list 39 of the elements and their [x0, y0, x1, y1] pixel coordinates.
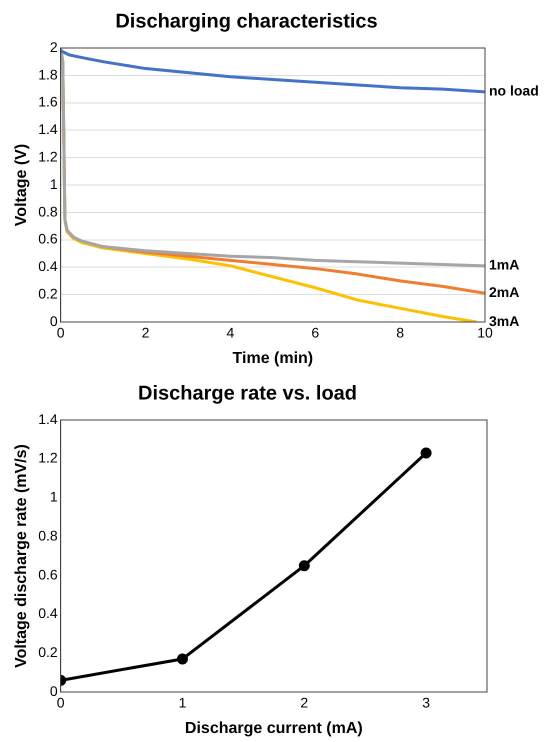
y-tick-label: 0 — [50, 312, 58, 329]
y-tick-label: 0.8 — [38, 527, 58, 544]
x-axis-title: Time (min) — [232, 350, 314, 367]
y-axis-title: Voltage (V) — [13, 144, 30, 226]
series-label: 2mA — [489, 284, 520, 300]
x-tick-label: 2 — [142, 324, 150, 340]
x-tick-label: 8 — [396, 324, 404, 340]
x-tick-label: 3 — [422, 694, 430, 710]
point — [298, 560, 310, 572]
chart-title: Discharging characteristics — [115, 10, 378, 33]
point — [420, 448, 432, 459]
y-tick-label: 1 — [50, 488, 58, 505]
y-tick-label: 1.4 — [38, 121, 58, 138]
y-tick-label: 0.2 — [38, 285, 58, 302]
y-axis-title: Voltage discharge rate (mV/s) — [13, 444, 30, 668]
chart-title: Discharge rate vs. load — [138, 382, 357, 405]
y-tick-label: 1.2 — [38, 148, 58, 164]
y-tick-label: 1.2 — [38, 450, 58, 466]
y-tick-label: 0.2 — [38, 644, 58, 660]
point — [176, 653, 188, 664]
x-tick-label: 4 — [226, 324, 234, 340]
y-tick-label: 0.8 — [38, 203, 58, 220]
x-tick-label: 2 — [300, 694, 308, 710]
y-tick-label: 0.4 — [38, 258, 58, 274]
y-tick-label: 0.6 — [38, 230, 58, 247]
y-tick-label: 1 — [50, 176, 58, 192]
y-tick-label: 1.4 — [38, 410, 58, 427]
y-tick-label: 0 — [50, 682, 58, 699]
x-axis-title: Discharge current (mA) — [184, 720, 363, 737]
y-tick-label: 0.4 — [38, 605, 58, 622]
x-tick-label: 1 — [178, 694, 187, 710]
y-tick-label: 1.6 — [38, 94, 58, 110]
series-label: 1mA — [489, 256, 520, 273]
x-tick-label: 6 — [311, 324, 320, 340]
series-label: 3mA — [489, 312, 520, 329]
y-tick-label: 1.8 — [38, 66, 58, 82]
y-tick-label: 0.6 — [38, 566, 58, 582]
y-tick-label: 2 — [50, 38, 58, 55]
series-label: no load — [489, 82, 539, 99]
